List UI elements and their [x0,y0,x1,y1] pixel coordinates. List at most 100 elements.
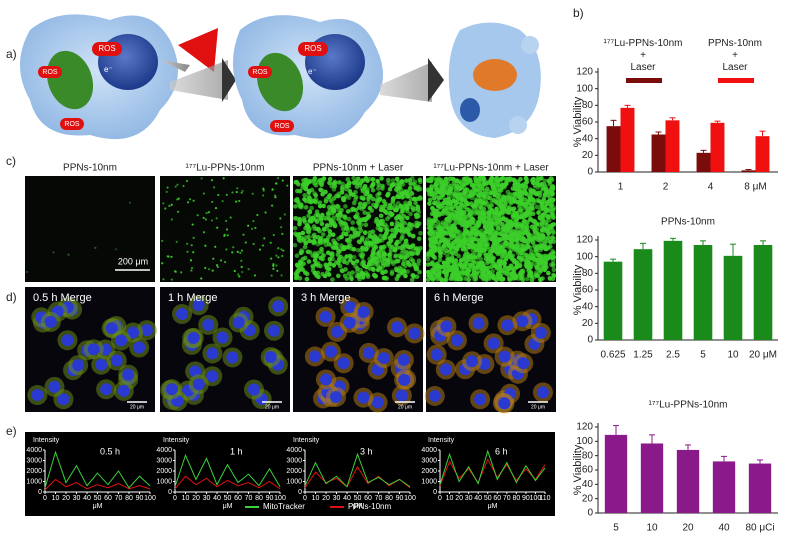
x-tick-label: 1.25 [633,350,653,361]
x-tick-label: 80 [255,495,263,502]
cell-signal [275,255,277,257]
cell-signal [547,218,552,223]
cell-signal [482,182,487,187]
cell-signal [507,178,512,183]
cell-signal [303,256,308,261]
cell-signal [379,176,384,181]
y-tick-label: 0 [38,489,42,496]
cell-signal [284,213,286,215]
cell-signal [474,200,479,205]
cell-signal [365,272,370,277]
cell-signal [52,251,54,253]
x-tick-label: 60 [104,495,112,502]
nucleus [95,359,107,371]
cell-signal [303,245,308,250]
cell-signal [197,214,199,216]
cell-signal [345,177,350,182]
cell-signal [490,256,495,261]
cell-signal [438,250,443,255]
cell-signal [538,261,543,266]
cell-signal [186,180,188,182]
cell-signal [321,204,326,209]
legend-label: PPNs-10nm + Laser [690,38,780,74]
cell-signal [371,182,376,187]
nucleus [100,383,112,395]
cell-signal [247,225,249,227]
micrograph-title: PPNs-10nm + Laser [313,163,404,174]
cell-signal [550,255,555,260]
panel-label: e) [6,424,17,438]
micrograph-title: ¹⁷⁷Lu-PPNs-10nm [186,163,265,174]
cell-signal [328,232,333,237]
nucleus [488,337,500,349]
cell-signal [332,196,337,201]
cell-signal [510,212,515,217]
cell-signal [282,179,284,181]
cell-signal [379,228,384,233]
cell-signal [518,189,523,194]
cell-signal [206,212,208,214]
cell-signal [460,196,465,201]
cell-signal [166,255,168,257]
cell-signal [355,259,360,264]
cell-signal [548,244,553,249]
cell-signal [214,246,216,248]
cell-signal [547,229,552,234]
cell-signal [543,192,548,197]
nucleus [248,384,260,396]
y-tick-label: 120 [576,422,593,433]
cell-signal [361,178,366,183]
cell-signal [441,189,446,194]
nucleus [363,347,375,359]
cell-signal [489,225,494,230]
nucleus [396,390,408,402]
electron-label: e⁻ [104,65,113,74]
nucleus [378,352,390,364]
bar [605,435,627,513]
cell-signal [529,197,534,202]
cell-signal [365,237,370,242]
cell-signal [211,179,213,181]
cell-signal [203,231,205,233]
micrograph-title: PPNs-10nm [63,163,117,174]
cell-signal [337,257,342,262]
x-axis-title: μM [93,503,103,510]
cell-signal [415,214,420,219]
cell-signal [394,266,399,271]
chart-title: PPNs-10nm [661,217,715,228]
cell-signal [319,178,324,183]
cell-signal [548,276,553,281]
cell-signal [463,253,468,258]
cell-signal [485,245,490,250]
cell-signal [186,243,188,245]
cell-signal [336,194,341,199]
cell-signal [320,222,325,227]
cell-signal [67,254,69,256]
cell-signal [390,259,395,264]
cell-signal [236,191,238,193]
cell-signal [352,247,357,252]
nucleus [115,334,127,346]
cell-signal [550,211,555,216]
cell-signal [452,217,457,222]
x-tick-label: 40 [718,523,730,534]
cell-signal [479,219,484,224]
cell-signal [390,222,395,227]
cell-signal [343,204,348,209]
cell-signal [455,271,460,276]
cell-signal [549,262,554,267]
x-tick-label: 100 [144,495,156,502]
cell-signal [333,224,338,229]
bar [724,256,743,340]
cell-signal [310,264,315,269]
y-tick-label: 2000 [26,468,42,475]
cell-signal [203,192,205,194]
cell-signal [296,202,301,207]
cell-signal [313,193,318,198]
cell-signal [529,189,534,194]
cell-signal [440,203,445,208]
bar [621,108,635,172]
cell-signal [532,256,537,261]
cell-signal [162,202,164,204]
cell-signal [551,236,556,241]
